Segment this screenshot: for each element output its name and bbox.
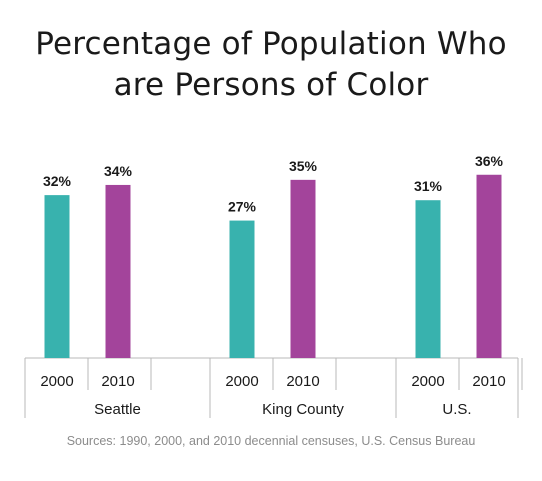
- data-label-seattle-2000: 32%: [43, 173, 72, 189]
- bar-u-s-2010: [476, 174, 502, 358]
- data-label-u-s-2010: 36%: [475, 153, 504, 169]
- year-label-king-county-2010: 2010: [286, 373, 319, 390]
- data-label-king-county-2000: 27%: [228, 199, 257, 215]
- bar-king-county-2010: [290, 179, 316, 358]
- group-label-seattle: Seattle: [94, 401, 141, 418]
- year-label-seattle-2000: 2000: [40, 373, 73, 390]
- year-label-seattle-2010: 2010: [101, 373, 134, 390]
- year-label-king-county-2000: 2000: [225, 373, 258, 390]
- bar-u-s-2000: [415, 200, 441, 358]
- chart-title-line-2: are Persons of Color: [113, 67, 429, 103]
- data-label-u-s-2000: 31%: [414, 178, 443, 194]
- chart-title-line-1: Percentage of Population Who: [35, 26, 507, 62]
- year-label-u-s-2000: 2000: [411, 373, 444, 390]
- group-label-king-county: King County: [262, 401, 344, 418]
- bar-seattle-2010: [105, 184, 131, 358]
- data-label-king-county-2010: 35%: [289, 158, 318, 174]
- group-label-u-s: U.S.: [442, 401, 471, 418]
- bar-seattle-2000: [44, 195, 70, 358]
- source-note: Sources: 1990, 2000, and 2010 decennial …: [66, 434, 476, 448]
- data-label-seattle-2010: 34%: [104, 163, 133, 179]
- bar-king-county-2000: [229, 220, 255, 358]
- year-label-u-s-2010: 2010: [472, 373, 505, 390]
